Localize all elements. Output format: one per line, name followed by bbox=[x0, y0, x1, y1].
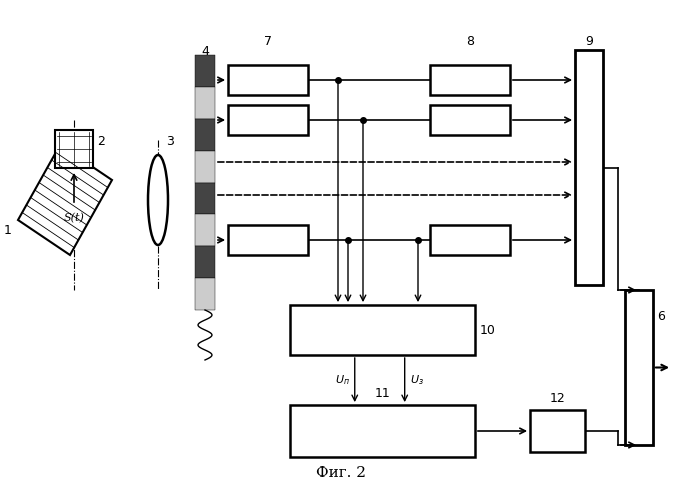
Bar bbox=[195, 246, 215, 278]
Text: 12: 12 bbox=[550, 392, 565, 405]
Bar bbox=[55, 130, 93, 168]
Text: 1: 1 bbox=[4, 224, 12, 236]
Text: 7: 7 bbox=[264, 35, 272, 48]
Text: 9: 9 bbox=[585, 35, 593, 48]
Text: 3: 3 bbox=[166, 135, 174, 148]
Bar bbox=[195, 55, 215, 87]
Bar bbox=[195, 214, 215, 246]
Text: 8: 8 bbox=[466, 35, 474, 48]
Bar bbox=[430, 225, 510, 255]
Bar bbox=[290, 305, 475, 355]
Text: S(t): S(t) bbox=[63, 213, 85, 224]
Bar bbox=[195, 150, 215, 182]
Bar bbox=[228, 65, 308, 95]
Bar bbox=[195, 118, 215, 150]
Text: 6: 6 bbox=[657, 310, 665, 323]
Bar bbox=[625, 290, 653, 445]
Bar bbox=[290, 405, 475, 457]
Bar bbox=[430, 65, 510, 95]
Text: 11: 11 bbox=[374, 387, 390, 400]
Bar bbox=[430, 105, 510, 135]
Bar bbox=[195, 278, 215, 310]
Bar bbox=[195, 182, 215, 214]
Bar bbox=[530, 410, 585, 452]
Text: $U_п$: $U_п$ bbox=[335, 373, 350, 387]
Bar bbox=[575, 50, 603, 285]
Text: 2: 2 bbox=[97, 135, 105, 148]
Text: Фиг. 2: Фиг. 2 bbox=[316, 466, 366, 480]
Text: $U_з$: $U_з$ bbox=[410, 373, 424, 387]
Bar bbox=[228, 105, 308, 135]
Bar bbox=[195, 87, 215, 118]
Text: 10: 10 bbox=[480, 324, 496, 336]
Text: 4: 4 bbox=[201, 45, 209, 58]
Bar bbox=[228, 225, 308, 255]
Ellipse shape bbox=[148, 155, 168, 245]
Polygon shape bbox=[18, 145, 112, 255]
